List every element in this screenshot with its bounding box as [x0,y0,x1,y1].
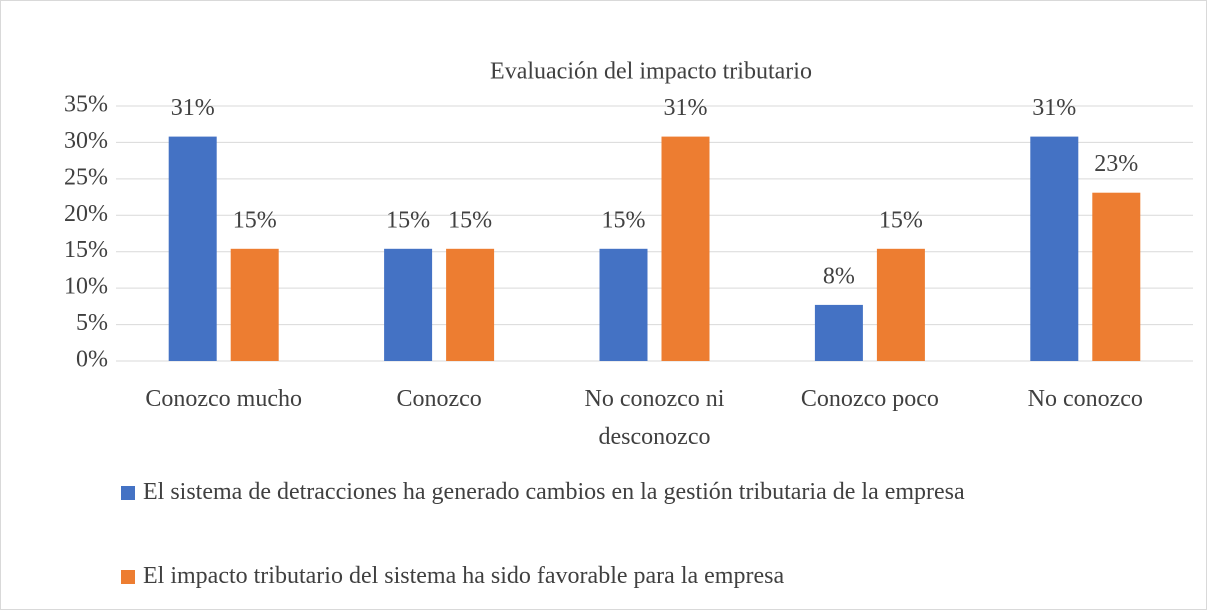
data-label: 15% [448,207,492,233]
legend-label: El impacto tributario del sistema ha sid… [143,563,785,589]
y-tick-label: 25% [64,164,108,190]
legend-swatch [121,486,135,500]
legend-swatch [121,570,135,584]
data-label: 31% [1032,95,1076,121]
x-tick-label: Conozco poco [800,386,939,412]
x-tick-label: Conozco [396,386,482,412]
y-tick-label: 5% [76,310,108,336]
chart-title: Evaluación del impacto tributario [490,59,812,85]
bar [230,248,279,361]
y-tick-label: 10% [64,274,108,300]
data-label: 15% [386,207,430,233]
data-label: 15% [879,207,923,233]
data-label: 23% [1094,151,1138,177]
bar [446,248,495,361]
bar [1092,192,1141,361]
y-tick-label: 30% [64,128,108,154]
bar [1030,136,1079,361]
y-tick-label: 35% [64,92,108,118]
bar [876,248,925,361]
data-label: 31% [171,95,215,121]
x-tick-label: No conozco [1027,386,1143,412]
y-tick-label: 0% [76,347,108,373]
data-label: 15% [602,207,646,233]
data-label: 8% [823,263,855,289]
legend-label: El sistema de detracciones ha generado c… [143,479,965,505]
legend-item: El impacto tributario del sistema ha sid… [121,557,1121,595]
x-tick-label: No conozco ni desconozco [584,386,725,450]
bar [384,248,433,361]
data-label: 15% [233,207,277,233]
y-tick-label: 20% [64,201,108,227]
bar [599,248,648,361]
x-tick-label: Conozco mucho [145,386,302,412]
data-label: 31% [664,95,708,121]
bar [814,304,863,361]
y-tick-label: 15% [64,237,108,263]
legend-item: El sistema de detracciones ha generado c… [121,473,1121,511]
bar [661,136,710,361]
bar [168,136,217,361]
